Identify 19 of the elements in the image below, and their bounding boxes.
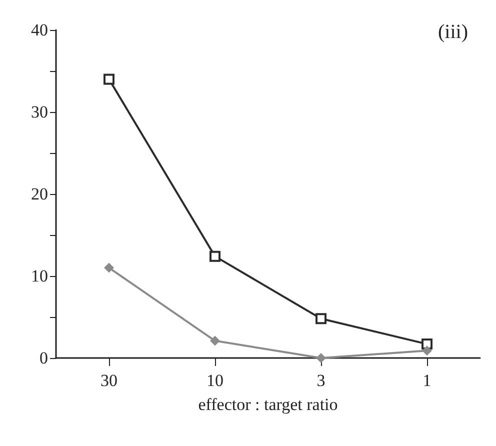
x-tick-label: 30 xyxy=(100,371,118,390)
y-tick-label: 30 xyxy=(31,102,48,122)
point xyxy=(210,250,220,262)
y-tick-label: 0 xyxy=(40,348,48,368)
y-tick-label: 20 xyxy=(31,184,48,204)
point xyxy=(104,262,114,273)
y-tick-label: 40 xyxy=(31,20,48,40)
annotation: (iii) xyxy=(438,21,468,43)
point xyxy=(104,74,114,85)
x-tick-label: 3 xyxy=(316,371,326,390)
x-tick-label: 10 xyxy=(206,371,224,390)
x-tick-label: 1 xyxy=(422,371,432,390)
y-tick-label: 10 xyxy=(31,266,48,286)
point xyxy=(422,338,432,350)
point xyxy=(316,313,326,324)
point xyxy=(422,346,432,356)
point xyxy=(210,336,220,346)
x-axis-title: effector : target ratio xyxy=(198,395,338,414)
point xyxy=(316,353,326,363)
